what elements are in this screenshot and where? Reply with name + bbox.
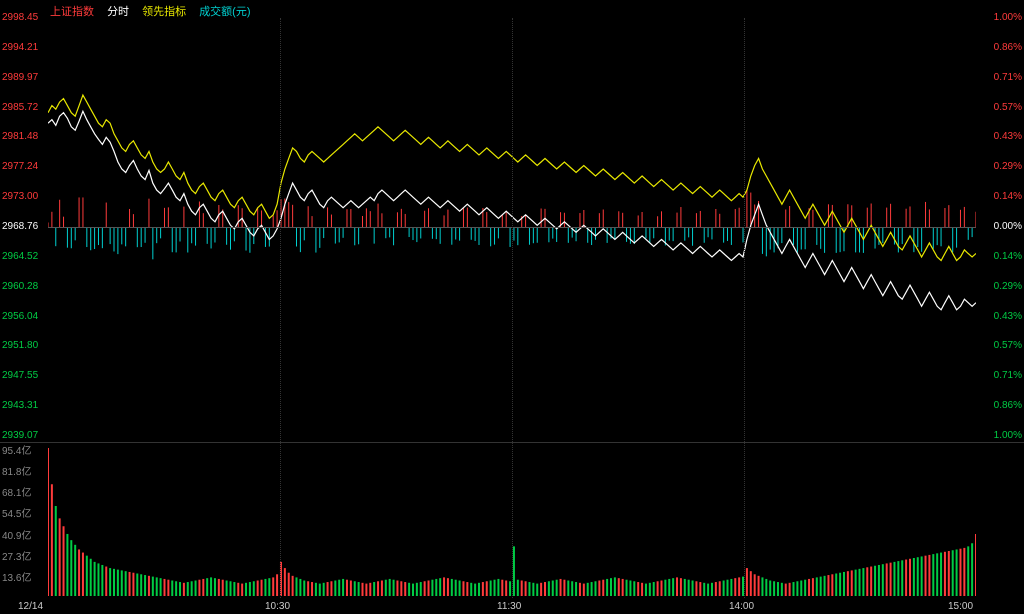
x-axis-tick: 10:30	[265, 601, 290, 612]
volume-axis-tick: 40.9亿	[2, 527, 31, 542]
vertical-gridline	[512, 18, 513, 598]
legend-series-lead: 领先指标	[142, 6, 186, 18]
legend-title: 上证指数	[50, 6, 94, 18]
price-axis-left-tick: 2994.21	[2, 42, 38, 53]
pct-axis-right-tick: 0.29%	[994, 161, 1022, 172]
price-axis-left-tick: 2998.45	[2, 12, 38, 23]
price-axis-left-tick: 2947.55	[2, 370, 38, 381]
price-axis-left-tick: 2964.52	[2, 251, 38, 262]
volume-axis-tick: 13.6亿	[2, 569, 31, 584]
price-axis-left-tick: 2989.97	[2, 72, 38, 83]
price-axis-left-tick: 2951.80	[2, 340, 38, 351]
pct-axis-right-tick: 0.86%	[994, 42, 1022, 53]
volume-axis-tick: 27.3亿	[2, 548, 31, 563]
pct-axis-right-tick: 0.43%	[994, 311, 1022, 322]
volume-axis-tick: 54.5亿	[2, 505, 31, 520]
x-axis-tick: 15:00	[948, 601, 973, 612]
legend-series-volume: 成交额(元)	[199, 6, 250, 18]
vertical-gridline	[744, 18, 745, 598]
vertical-gridline	[280, 18, 281, 598]
x-axis-tick: 14:00	[729, 601, 754, 612]
pct-axis-right-tick: 0.57%	[994, 340, 1022, 351]
price-axis-left-tick: 2956.04	[2, 311, 38, 322]
price-axis-left-tick: 2977.24	[2, 161, 38, 172]
volume-axis-tick: 95.4亿	[2, 442, 31, 457]
price-axis-left-tick: 2939.07	[2, 430, 38, 441]
x-axis-tick: 12/14	[18, 601, 43, 612]
price-axis-left-tick: 2973.00	[2, 191, 38, 202]
price-axis-left-tick: 2960.28	[2, 281, 38, 292]
legend-series-price: 分时	[107, 6, 129, 18]
price-axis-left-tick: 2985.72	[2, 102, 38, 113]
pct-axis-right-tick: 0.57%	[994, 102, 1022, 113]
chart-legend: 上证指数 分时 领先指标 成交额(元)	[50, 3, 261, 19]
volume-axis-tick: 81.8亿	[2, 463, 31, 478]
pct-axis-right-tick: 0.14%	[994, 251, 1022, 262]
pct-axis-right-tick: 1.00%	[994, 430, 1022, 441]
price-axis-left-tick: 2981.48	[2, 131, 38, 142]
pct-axis-right-tick: 0.43%	[994, 131, 1022, 142]
pct-axis-right-tick: 0.00%	[994, 221, 1022, 232]
pct-axis-right-tick: 1.00%	[994, 12, 1022, 23]
pct-axis-right-tick: 0.86%	[994, 400, 1022, 411]
volume-axis-tick: 68.1亿	[2, 484, 31, 499]
pct-axis-right-tick: 0.71%	[994, 370, 1022, 381]
price-axis-left-tick: 2943.31	[2, 400, 38, 411]
pct-axis-right-tick: 0.29%	[994, 281, 1022, 292]
pct-axis-right-tick: 0.71%	[994, 72, 1022, 83]
pct-axis-right-tick: 0.14%	[994, 191, 1022, 202]
price-axis-left-tick: 2968.76	[2, 221, 38, 232]
x-axis-tick: 11:30	[497, 601, 521, 612]
